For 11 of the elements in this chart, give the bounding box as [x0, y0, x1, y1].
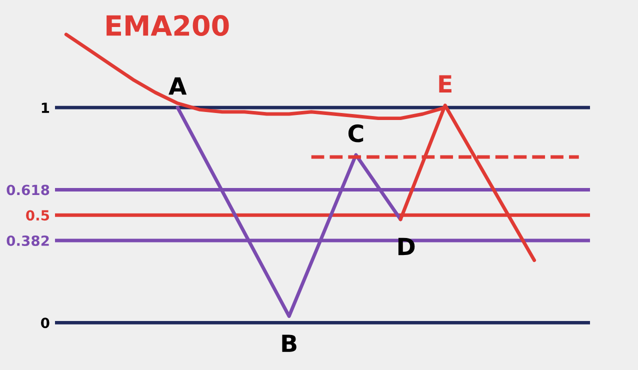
- y-tick-label: 0.382: [6, 235, 49, 246]
- annotation: D: [398, 238, 415, 256]
- annotation: B: [282, 334, 296, 352]
- y-tick-label: 1: [42, 102, 50, 113]
- annotation: E: [439, 75, 452, 92]
- y-tick-label: 0.5: [26, 210, 50, 221]
- series-label: EMA200: [106, 15, 229, 36]
- y-tick-label: 0.618: [6, 184, 50, 196]
- annotation: A: [168, 77, 187, 95]
- annotation: C: [348, 124, 364, 142]
- y-tick-label: 0: [41, 318, 50, 328]
